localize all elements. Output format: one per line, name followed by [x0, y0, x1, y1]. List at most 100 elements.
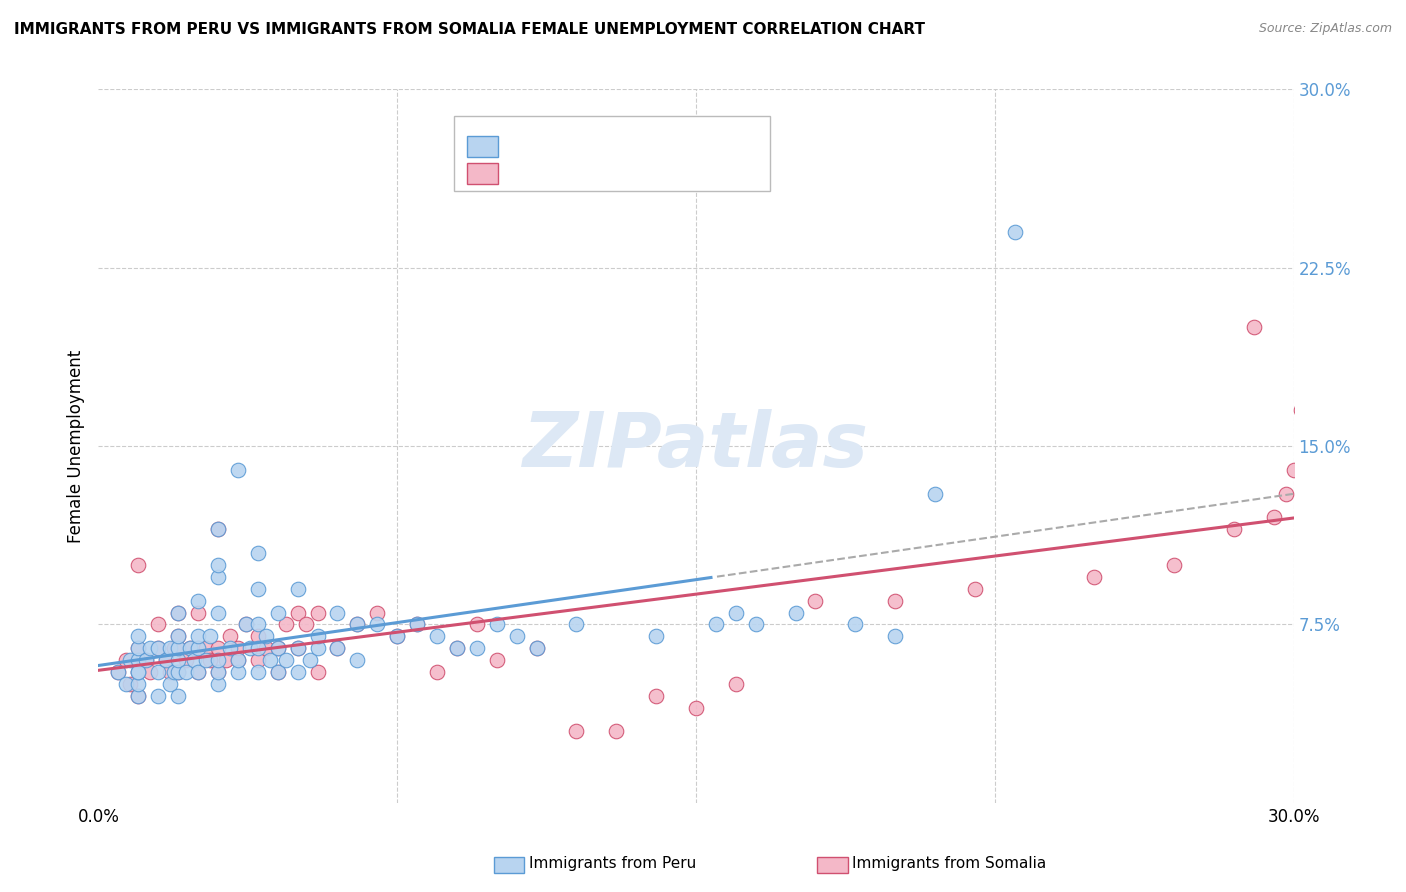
- Point: [167, 641, 190, 656]
- Point: [187, 665, 209, 679]
- Point: [127, 677, 149, 691]
- Point: [226, 463, 249, 477]
- Point: [884, 629, 907, 643]
- Y-axis label: Female Unemployment: Female Unemployment: [66, 350, 84, 542]
- Point: [785, 606, 807, 620]
- Point: [287, 641, 309, 656]
- Point: [155, 653, 177, 667]
- Text: N =: N =: [603, 137, 651, 155]
- Point: [1083, 570, 1105, 584]
- Point: [219, 641, 242, 656]
- Point: [198, 629, 221, 643]
- Point: [1004, 225, 1026, 239]
- Point: [287, 665, 309, 679]
- Point: [135, 653, 157, 667]
- Point: [135, 653, 157, 667]
- Point: [307, 606, 329, 620]
- Point: [246, 617, 269, 632]
- Point: [127, 641, 149, 656]
- Point: [259, 653, 281, 667]
- Point: [1243, 320, 1265, 334]
- Point: [195, 641, 218, 656]
- Point: [287, 582, 309, 596]
- Point: [884, 593, 907, 607]
- Point: [326, 641, 349, 656]
- Point: [346, 653, 368, 667]
- Point: [366, 617, 388, 632]
- Point: [1163, 558, 1185, 572]
- Point: [159, 665, 181, 679]
- Point: [963, 582, 986, 596]
- Point: [139, 641, 162, 656]
- Point: [127, 629, 149, 643]
- Point: [207, 665, 229, 679]
- Point: [226, 665, 249, 679]
- Point: [159, 641, 181, 656]
- Point: [267, 641, 290, 656]
- Point: [207, 558, 229, 572]
- Point: [148, 689, 170, 703]
- Point: [254, 641, 277, 656]
- Point: [127, 665, 149, 679]
- Point: [207, 570, 229, 584]
- Point: [426, 629, 449, 643]
- Point: [1223, 522, 1246, 536]
- Point: [239, 641, 262, 656]
- Point: [485, 653, 508, 667]
- Text: R =: R =: [508, 164, 544, 182]
- Point: [148, 617, 170, 632]
- Point: [246, 665, 269, 679]
- Point: [307, 641, 329, 656]
- Point: [565, 724, 588, 739]
- Point: [127, 653, 149, 667]
- Point: [226, 653, 249, 667]
- Text: 0.310: 0.310: [550, 137, 602, 155]
- Text: 70: 70: [654, 164, 676, 182]
- Point: [298, 653, 321, 667]
- Point: [274, 653, 297, 667]
- Point: [246, 629, 269, 643]
- Text: N =: N =: [603, 164, 651, 182]
- Point: [167, 629, 190, 643]
- Point: [174, 653, 197, 667]
- Point: [174, 665, 197, 679]
- Point: [115, 653, 138, 667]
- Point: [385, 629, 409, 643]
- Point: [155, 653, 177, 667]
- Point: [294, 617, 316, 632]
- Point: [163, 641, 186, 656]
- Point: [187, 629, 209, 643]
- Point: [167, 665, 190, 679]
- Point: [844, 617, 866, 632]
- Point: [226, 653, 249, 667]
- Point: [267, 606, 290, 620]
- Point: [120, 677, 142, 691]
- Point: [127, 665, 149, 679]
- Point: [187, 641, 209, 656]
- Point: [163, 665, 186, 679]
- Point: [346, 617, 368, 632]
- Point: [724, 677, 747, 691]
- Point: [246, 546, 269, 560]
- Point: [148, 641, 170, 656]
- Point: [127, 689, 149, 703]
- Point: [267, 665, 290, 679]
- Point: [326, 606, 349, 620]
- Point: [645, 689, 668, 703]
- Point: [287, 606, 309, 620]
- Text: IMMIGRANTS FROM PERU VS IMMIGRANTS FROM SOMALIA FEMALE UNEMPLOYMENT CORRELATION : IMMIGRANTS FROM PERU VS IMMIGRANTS FROM …: [14, 22, 925, 37]
- Point: [207, 522, 229, 536]
- Point: [107, 665, 129, 679]
- Point: [274, 617, 297, 632]
- Point: [526, 641, 548, 656]
- Point: [446, 641, 468, 656]
- Point: [685, 700, 707, 714]
- Point: [219, 629, 242, 643]
- Point: [565, 617, 588, 632]
- Point: [446, 641, 468, 656]
- Text: Immigrants from Somalia: Immigrants from Somalia: [852, 856, 1046, 871]
- Point: [267, 665, 290, 679]
- Point: [485, 617, 508, 632]
- Point: [195, 653, 218, 667]
- Point: [183, 653, 205, 667]
